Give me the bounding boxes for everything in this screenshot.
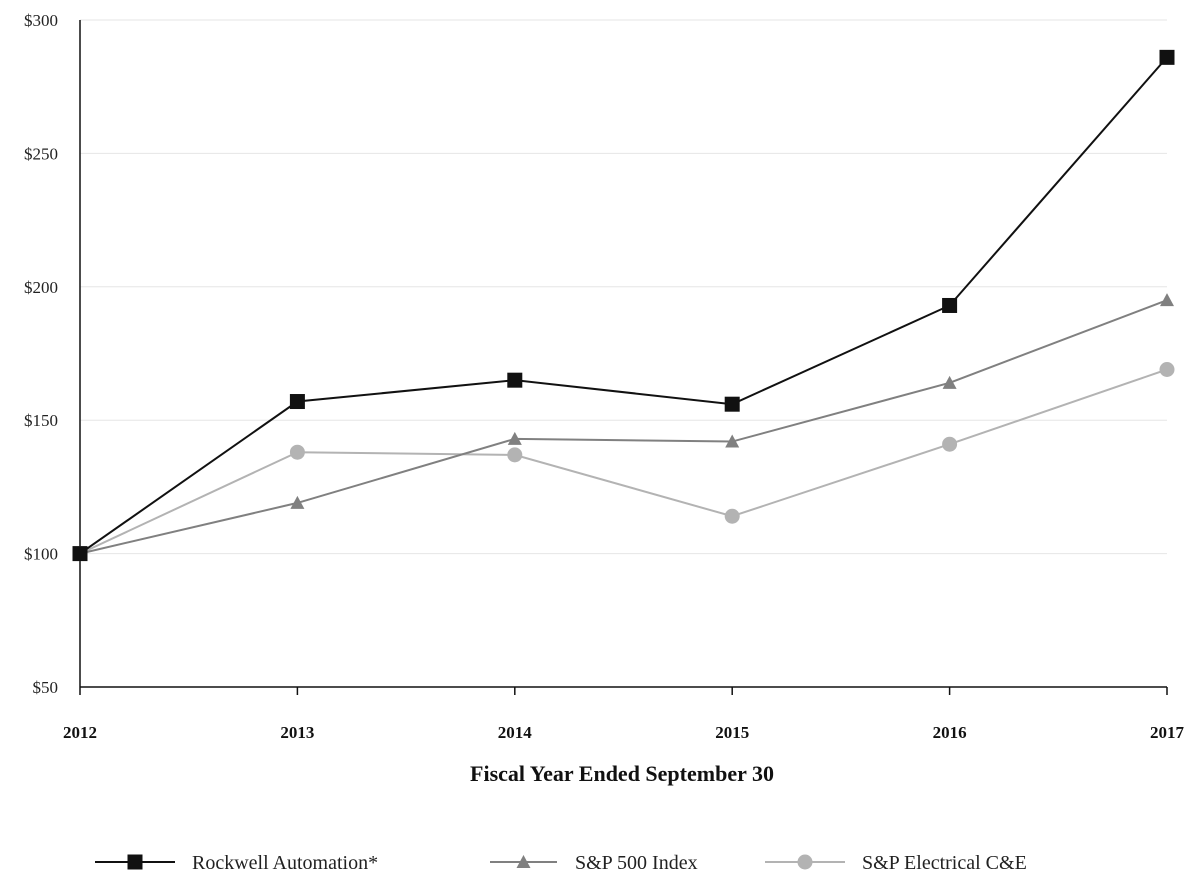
legend-item-sp-electrical: S&P Electrical C&E (765, 852, 1027, 874)
series-sp-electrical (72, 362, 1175, 562)
x-tick-label: 2015 (715, 723, 749, 742)
legend-marker-rockwell (127, 854, 143, 870)
series-line-sp500 (79, 299, 1168, 555)
data-point-sp500 (725, 434, 740, 448)
grid-layer (80, 19, 1167, 555)
data-point-sp500 (942, 375, 957, 389)
y-tick-label: $200 (24, 278, 58, 297)
axis-layer: $50 $100 $150 $200 $250 $300 2012 2013 2014 2015 2… (24, 11, 1185, 742)
data-point-rockwell (289, 394, 305, 410)
y-tick-label: $150 (24, 411, 58, 430)
y-tick-label: $100 (24, 545, 58, 564)
label-layer: Fiscal Year Ended September 30 (470, 761, 774, 786)
x-tick-label: 2016 (933, 723, 967, 742)
data-point-sp-electrical (289, 444, 305, 460)
data-point-rockwell (942, 297, 958, 313)
legend-label-sp-electrical: S&P Electrical C&E (862, 852, 1027, 874)
legend-label-rockwell: Rockwell Automation* (192, 852, 378, 874)
x-tick-label: 2012 (63, 723, 97, 742)
legend: Rockwell Automation* S&P 500 Index S&P Ele… (95, 852, 1027, 874)
series-rockwell (72, 49, 1175, 562)
legend-marker-sp500 (516, 855, 531, 868)
x-axis-title: Fiscal Year Ended September 30 (470, 761, 774, 786)
data-point-sp500 (507, 431, 522, 445)
data-point-sp500 (290, 495, 305, 509)
series-line-rockwell (79, 56, 1168, 555)
series-sp500 (73, 293, 1174, 560)
legend-item-sp500: S&P 500 Index (490, 852, 698, 874)
data-point-rockwell (724, 396, 740, 412)
data-point-sp-electrical (724, 508, 740, 524)
x-tick-label: 2014 (498, 723, 533, 742)
data-point-rockwell (1159, 49, 1175, 65)
data-point-rockwell (507, 372, 523, 388)
x-tick-label: 2013 (280, 723, 314, 742)
legend-label-sp500: S&P 500 Index (575, 852, 698, 874)
data-point-sp-electrical (1159, 362, 1175, 378)
data-point-rockwell (72, 546, 88, 562)
x-tick-label: 2017 (1150, 723, 1185, 742)
data-point-sp-electrical (942, 436, 958, 452)
y-tick-label: $300 (24, 11, 58, 30)
y-tick-label: $250 (24, 144, 58, 163)
legend-item-rockwell: Rockwell Automation* (95, 852, 378, 874)
y-tick-label: $50 (33, 678, 59, 697)
data-point-sp-electrical (507, 447, 523, 463)
series-layer (72, 49, 1175, 562)
series-line-sp-electrical (79, 368, 1168, 555)
data-point-sp500 (1160, 293, 1174, 307)
legend-marker-sp-electrical (797, 854, 813, 870)
